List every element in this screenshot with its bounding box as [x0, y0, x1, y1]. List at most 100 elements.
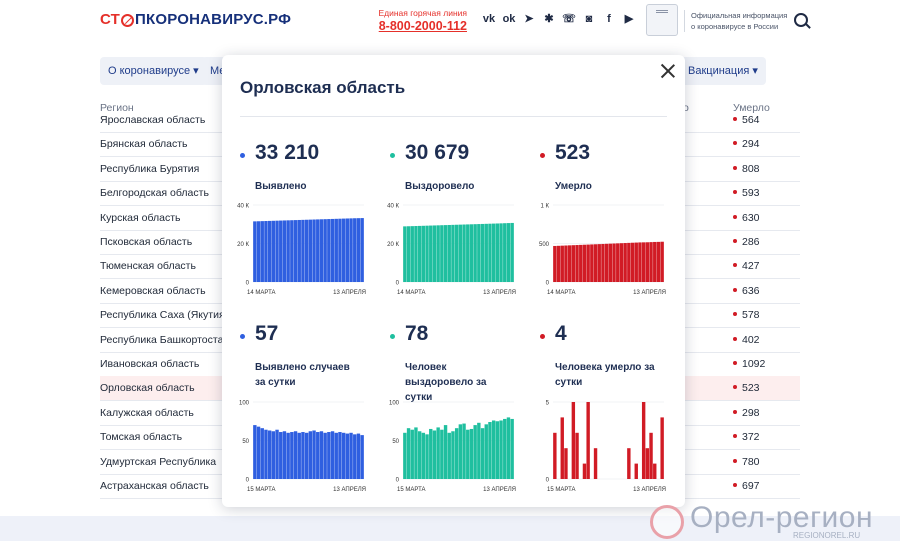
bar[interactable] [304, 432, 309, 479]
bar[interactable] [290, 432, 294, 479]
bar[interactable] [480, 223, 485, 282]
bar[interactable] [556, 245, 561, 282]
bar[interactable] [593, 244, 598, 282]
bar[interactable] [480, 428, 485, 479]
bar[interactable] [316, 219, 320, 282]
bar[interactable] [491, 223, 496, 282]
vk-icon[interactable]: vk [482, 13, 496, 25]
bar[interactable] [469, 224, 474, 282]
bar[interactable] [447, 432, 451, 479]
bar[interactable] [656, 241, 661, 282]
bar[interactable] [458, 224, 463, 282]
bar[interactable] [436, 427, 440, 479]
bar[interactable] [627, 242, 631, 282]
nav-vaccination-dropdown[interactable]: Вакцинация ▾ [680, 57, 766, 85]
bar[interactable] [353, 218, 357, 282]
col-header-died[interactable]: Умерло [733, 102, 770, 114]
bar[interactable] [495, 421, 500, 479]
bar[interactable] [488, 223, 492, 282]
bar[interactable] [510, 222, 514, 282]
bar[interactable] [604, 243, 609, 282]
col-header-partial[interactable]: о [683, 102, 689, 114]
government-emblem-icon[interactable] [646, 4, 678, 36]
search-icon[interactable] [794, 13, 808, 27]
bar[interactable] [327, 432, 331, 479]
bar[interactable] [579, 244, 583, 282]
bar[interactable] [641, 402, 646, 479]
bar[interactable] [267, 220, 272, 282]
bar[interactable] [660, 241, 664, 282]
bar[interactable] [429, 428, 433, 479]
bar[interactable] [349, 218, 353, 282]
bar[interactable] [253, 425, 257, 479]
instagram-icon[interactable]: ◙ [585, 13, 593, 25]
bar[interactable] [406, 428, 411, 479]
bar[interactable] [564, 245, 568, 282]
bar[interactable] [297, 432, 301, 479]
rutube-icon[interactable]: ✱ [544, 13, 554, 25]
bar[interactable] [327, 219, 331, 282]
bar[interactable] [491, 420, 496, 479]
bar[interactable] [495, 223, 500, 282]
bar[interactable] [323, 432, 327, 479]
bar[interactable] [260, 221, 264, 282]
youtube-icon[interactable]: ▶ [624, 13, 634, 25]
bar[interactable] [425, 434, 429, 479]
viber-icon[interactable]: ☏ [562, 13, 576, 25]
bar[interactable] [330, 218, 335, 282]
bar[interactable] [267, 430, 272, 479]
bar[interactable] [356, 218, 361, 282]
bar[interactable] [630, 242, 635, 282]
bar[interactable] [466, 429, 470, 479]
bar[interactable] [634, 463, 638, 479]
bar[interactable] [560, 245, 564, 282]
bar[interactable] [316, 432, 320, 479]
bar[interactable] [323, 219, 327, 282]
bar[interactable] [260, 428, 264, 479]
bar[interactable] [473, 224, 477, 282]
bar[interactable] [341, 432, 346, 479]
odnoklassniki-icon[interactable]: ok [502, 13, 516, 25]
bar[interactable] [334, 218, 338, 282]
bar[interactable] [484, 424, 488, 479]
bar[interactable] [499, 223, 503, 282]
bar[interactable] [571, 402, 576, 479]
bar[interactable] [286, 220, 290, 282]
official-info-text[interactable]: Официальная информация о коронавирусе в … [684, 10, 791, 32]
bar[interactable] [567, 245, 572, 282]
site-logo[interactable]: СТ ПКОРОНАВИРУС.РФ [100, 11, 291, 28]
bar[interactable] [279, 432, 283, 479]
bar[interactable] [443, 225, 448, 282]
bar[interactable] [275, 220, 279, 282]
bar[interactable] [616, 243, 620, 282]
bar[interactable] [586, 244, 590, 282]
bar[interactable] [601, 243, 605, 282]
bar[interactable] [256, 426, 261, 479]
bar[interactable] [279, 220, 283, 282]
bar[interactable] [638, 242, 642, 282]
bar[interactable] [338, 432, 342, 479]
bar[interactable] [627, 448, 631, 479]
hotline-number-link[interactable]: 8-800-2000-112 [378, 19, 467, 33]
bar[interactable] [645, 242, 650, 282]
bar[interactable] [597, 244, 601, 282]
bar[interactable] [256, 221, 261, 282]
bar[interactable] [443, 425, 448, 479]
bar[interactable] [421, 432, 426, 479]
bar[interactable] [590, 244, 594, 282]
bar[interactable] [575, 245, 579, 282]
bar[interactable] [414, 226, 418, 282]
bar[interactable] [619, 243, 624, 282]
bar[interactable] [440, 429, 444, 479]
bar[interactable] [503, 418, 507, 479]
bar[interactable] [271, 220, 276, 282]
bar[interactable] [429, 225, 433, 282]
bar[interactable] [414, 427, 418, 479]
bar[interactable] [649, 242, 653, 282]
bar[interactable] [653, 463, 657, 479]
bar[interactable] [308, 219, 313, 282]
bar[interactable] [451, 431, 455, 479]
bar[interactable] [634, 242, 638, 282]
bar[interactable] [454, 224, 459, 282]
bar[interactable] [454, 428, 459, 479]
